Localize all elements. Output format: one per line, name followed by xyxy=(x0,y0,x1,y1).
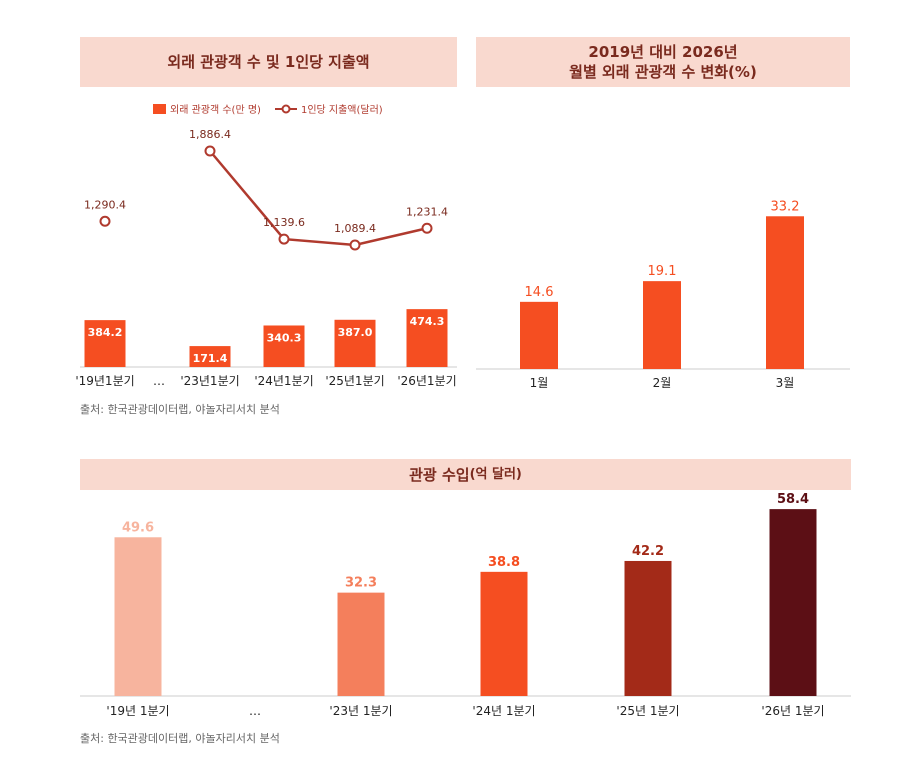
x-tick-label: 1월 xyxy=(530,376,549,390)
monthly-change-chart: 14.6 1월 19.1 2월 33.2 3월 xyxy=(476,199,850,390)
monthly-bar-label: 33.2 xyxy=(771,199,800,214)
visitors-spending-chart: '19년1분기 384.2 … '23년1분기 171.4 '24년1분기 340.3 '25… xyxy=(75,128,457,388)
x-tick-label: 2월 xyxy=(653,376,672,390)
spending-point xyxy=(278,233,290,245)
panel3-source: 출처: 한국관광데이터랩, 야놀자리서치 분석 xyxy=(80,732,280,745)
spending-label: 1,089.4 xyxy=(334,222,376,235)
visitor-bar xyxy=(263,325,305,367)
visitor-bar xyxy=(406,309,448,367)
panel3-title-main: 관광 수입 xyxy=(409,465,470,484)
monthly-bar xyxy=(766,216,804,369)
spending-point xyxy=(204,145,216,157)
x-tick-label: … xyxy=(153,374,165,388)
legend-line-label: 1인당 지출액(달러) xyxy=(300,105,383,116)
x-tick-label: '24년 1분기 xyxy=(472,704,535,718)
revenue-bar-label: 38.8 xyxy=(488,555,520,570)
visitor-bar-label: 384.2 xyxy=(88,326,123,339)
visitor-bar-label: 387.0 xyxy=(338,326,373,339)
x-tick-label: '23년1분기 xyxy=(180,374,239,388)
x-tick-label: '26년1분기 xyxy=(397,374,456,388)
panel3-title: 관광 수입 (억 달러) xyxy=(80,459,851,490)
x-tick-label: '26년 1분기 xyxy=(761,704,824,718)
x-tick-label: 3월 xyxy=(776,376,795,390)
x-tick-label: '19년 1분기 xyxy=(106,704,169,718)
revenue-bar-label: 42.2 xyxy=(632,544,664,559)
monthly-bar-label: 19.1 xyxy=(648,264,677,279)
spending-label: 1,290.4 xyxy=(84,198,126,211)
panel2-title-line1: 2019년 대비 2026년 xyxy=(588,43,738,61)
x-tick-label: '25년 1분기 xyxy=(616,704,679,718)
panel1-legend: 외래 관광객 수(만 명) 1인당 지출액(달러) xyxy=(153,101,383,116)
visitor-bar xyxy=(334,319,376,367)
monthly-bar xyxy=(520,301,558,369)
revenue-bar-label: 49.6 xyxy=(122,520,154,535)
panel1-title-text: 외래 관광객 수 및 1인당 지출액 xyxy=(167,53,370,71)
panel3-title-unit: (억 달러) xyxy=(469,466,522,482)
spending-label: 1,139.6 xyxy=(263,216,305,229)
monthly-bar-label: 14.6 xyxy=(525,285,554,300)
spending-point xyxy=(349,239,361,251)
visitor-bar xyxy=(189,346,231,367)
monthly-bar xyxy=(643,281,681,369)
revenue-bar-label: 32.3 xyxy=(345,576,377,591)
x-tick-label: '24년1분기 xyxy=(254,374,313,388)
spending-label: 1,231.4 xyxy=(406,205,448,218)
revenue-bar xyxy=(769,509,817,696)
spending-point xyxy=(99,215,111,227)
visitor-bar-label: 340.3 xyxy=(267,331,302,344)
revenue-bar xyxy=(624,560,672,696)
spending-line xyxy=(209,150,428,247)
visitor-bar-label: 474.3 xyxy=(410,315,445,328)
panel1-source: 출처: 한국관광데이터랩, 야놀자리서치 분석 xyxy=(80,403,280,416)
spending-label: 1,886.4 xyxy=(189,128,231,141)
x-tick-label: … xyxy=(249,704,261,718)
x-tick-label: '25년1분기 xyxy=(325,374,384,388)
visitor-bar xyxy=(84,320,126,367)
revenue-bar xyxy=(337,592,385,696)
panel1-title: 외래 관광객 수 및 1인당 지출액 xyxy=(80,37,457,87)
revenue-bar xyxy=(114,537,162,696)
visitor-bar-label: 171.4 xyxy=(193,352,228,365)
tourism-revenue-chart: '19년 1분기 49.6 … '23년 1분기 32.3 '24년 1분기 38.8 '25… xyxy=(80,492,851,718)
revenue-bar xyxy=(480,571,528,696)
x-tick-label: '23년 1분기 xyxy=(329,704,392,718)
spending-point xyxy=(421,222,433,234)
x-tick-label: '19년1분기 xyxy=(75,374,134,388)
legend-line-swatch xyxy=(274,104,297,113)
panel2-title: 2019년 대비 2026년 월별 외래 관광객 수 변화(%) xyxy=(476,37,850,87)
revenue-bar-label: 58.4 xyxy=(777,492,809,507)
legend-bar-label: 외래 관광객 수(만 명) xyxy=(170,105,261,116)
legend-bar-swatch xyxy=(153,103,166,114)
panel2-title-line2: 월별 외래 관광객 수 변화(%) xyxy=(569,63,757,81)
